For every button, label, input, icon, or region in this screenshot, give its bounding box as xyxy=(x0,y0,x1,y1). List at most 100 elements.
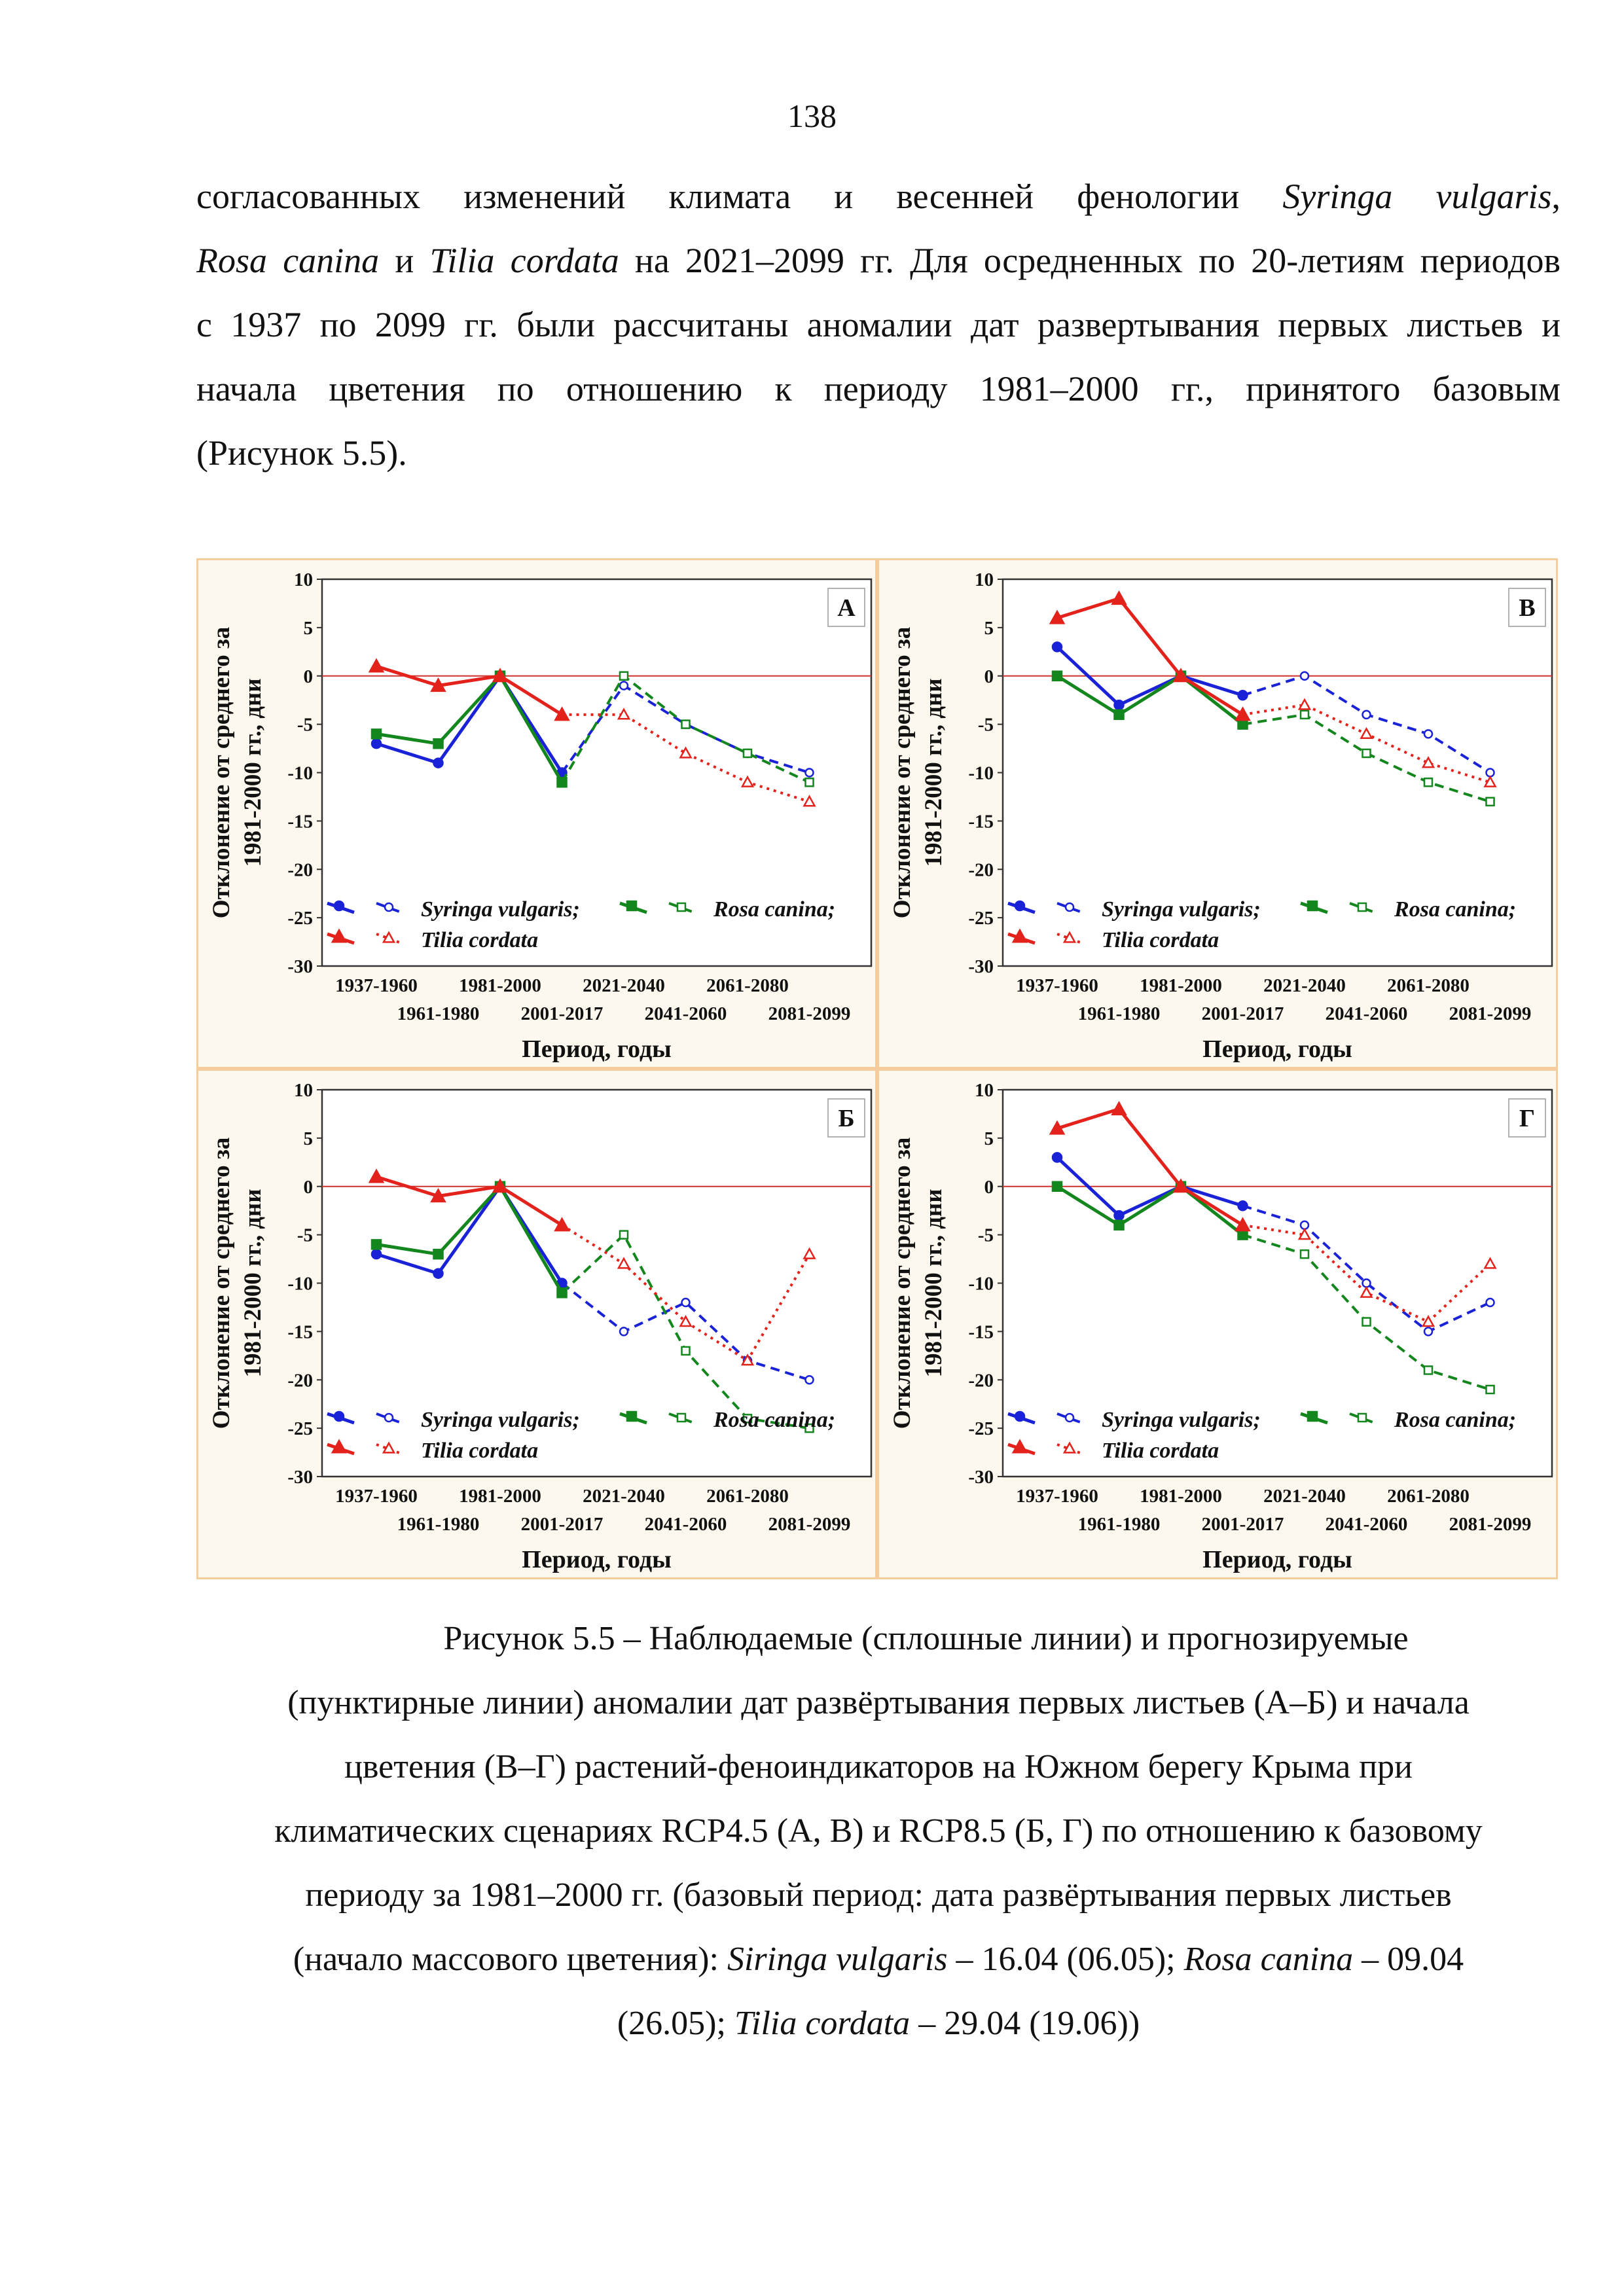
y-tick-label: -25 xyxy=(287,908,313,929)
text-run: с 1937 по 2099 гг. были рассчитаны анома… xyxy=(196,305,1561,344)
y-tick-label: -25 xyxy=(968,908,994,929)
y-axis-label: Отклонение от среднего за xyxy=(889,627,916,918)
plot-area xyxy=(321,1088,873,1478)
marker xyxy=(1360,1285,1373,1298)
panel-label: Г xyxy=(1519,1105,1535,1132)
legend-label: Syringa vulgaris; xyxy=(421,897,580,922)
x-tick-label: 1961-1980 xyxy=(1078,1003,1161,1024)
y-tick-label: -5 xyxy=(978,1225,994,1246)
x-axis-label: Период, годы xyxy=(522,1546,672,1573)
y-tick-label: -25 xyxy=(968,1418,994,1439)
legend-dashed xyxy=(376,1443,402,1455)
x-tick-label: 2061-2080 xyxy=(1387,1486,1470,1507)
panel-label: В xyxy=(1519,594,1535,622)
observed-line xyxy=(376,1183,564,1294)
y-tick-label: 10 xyxy=(975,569,994,590)
x-tick-label: 1937-1960 xyxy=(335,975,418,996)
y-tick-label: -15 xyxy=(968,1321,994,1342)
marker xyxy=(1423,778,1434,787)
legend-label: Syringa vulgaris; xyxy=(421,1408,580,1432)
y-tick-label: 0 xyxy=(304,1177,314,1198)
italic-text: Rosa canina xyxy=(196,241,380,280)
y-tick-label: -5 xyxy=(978,715,994,736)
legend-dashed xyxy=(1056,1443,1083,1455)
chart-panel: -30 -25 -20 -15 -10 -5 0 5 10 1937-1960 1961-1980 1… xyxy=(196,558,877,1069)
y-tick-label: 5 xyxy=(304,1128,314,1149)
y-axis-label: Отклонение от среднего за xyxy=(889,1138,916,1429)
observed-line xyxy=(376,664,563,716)
text-run: начала цветения по отношению к периоду 1… xyxy=(196,369,1561,408)
projected-line xyxy=(561,1282,810,1382)
y-tick-label: -10 xyxy=(968,763,994,784)
marker xyxy=(430,677,446,692)
marker xyxy=(1049,609,1066,624)
y-axis-label: 1981-2000 гг., дни xyxy=(240,1189,266,1377)
y-tick-label: -15 xyxy=(968,811,994,832)
italic-text: Tilia cordata xyxy=(734,2005,911,2042)
observed-line xyxy=(1056,1156,1244,1218)
marker xyxy=(1362,1278,1371,1288)
marker xyxy=(804,1423,814,1433)
marker xyxy=(430,1187,446,1203)
marker xyxy=(1113,699,1125,711)
marker xyxy=(740,1354,755,1366)
y-tick-label: -30 xyxy=(968,1467,994,1488)
marker xyxy=(1113,709,1125,721)
projected-line xyxy=(562,713,810,803)
marker xyxy=(626,900,638,912)
marker xyxy=(804,778,814,787)
marker xyxy=(1357,902,1367,912)
observed-line xyxy=(376,1183,564,1284)
marker xyxy=(1237,1200,1248,1211)
text-run: климатических сценариях RCP4.5 (А, В) и … xyxy=(274,1812,1483,1850)
marker xyxy=(382,931,396,943)
y-axis-label: 1981-2000 гг., дни xyxy=(920,678,947,867)
marker xyxy=(1113,1210,1125,1221)
x-axis-label: Период, годы xyxy=(1202,1546,1352,1573)
marker xyxy=(556,777,568,788)
x-tick-label: 2081-2099 xyxy=(768,1003,851,1024)
marker xyxy=(1307,900,1318,912)
marker xyxy=(370,728,382,740)
y-tick-label: -30 xyxy=(287,1467,313,1488)
marker xyxy=(370,738,382,749)
text-line: (пунктирные линии) аномалии дат развёрты… xyxy=(196,1671,1561,1735)
italic-text: Rosa canina xyxy=(1183,1941,1354,1978)
legend-dashed xyxy=(1056,902,1083,914)
marker xyxy=(1297,698,1312,710)
y-axis-label: Отклонение от среднего за xyxy=(208,1138,235,1429)
text-run: – 16.04 (06.05); xyxy=(947,1941,1184,1978)
marker xyxy=(1485,768,1495,778)
y-tick-label: 10 xyxy=(975,1080,994,1101)
y-tick-label: -20 xyxy=(968,859,994,880)
legend-label: Tilia cordata xyxy=(1102,928,1219,952)
y-tick-label: -20 xyxy=(287,859,313,880)
x-tick-label: 2041-2060 xyxy=(645,1514,727,1535)
x-tick-label: 2001-2017 xyxy=(1202,1003,1284,1024)
marker xyxy=(382,1441,396,1454)
marker xyxy=(1062,931,1077,943)
marker xyxy=(1049,1120,1066,1135)
marker xyxy=(679,1315,693,1327)
x-axis-label: Период, годы xyxy=(1202,1035,1352,1063)
marker xyxy=(1111,590,1127,605)
marker xyxy=(1113,1219,1125,1231)
text-run: Рисунок 5.5 – Наблюдаемые (сплошные лини… xyxy=(443,1620,1409,1657)
x-tick-label: 2081-2099 xyxy=(1449,1514,1532,1535)
marker xyxy=(1062,1441,1077,1454)
x-tick-label: 1961-1980 xyxy=(397,1003,480,1024)
marker xyxy=(433,757,444,768)
x-tick-label: 1981-2000 xyxy=(459,975,541,996)
marker xyxy=(1362,1317,1371,1327)
marker xyxy=(1423,1327,1434,1336)
text-run: цветения (В–Г) растений-феноиндикаторов … xyxy=(344,1748,1413,1785)
legend-label: Tilia cordata xyxy=(421,1439,538,1463)
x-tick-label: 2021-2040 xyxy=(583,975,665,996)
x-tick-label: 2061-2080 xyxy=(1387,975,1470,996)
y-axis-label: 1981-2000 гг., дни xyxy=(920,1189,947,1377)
legend-label: Syringa vulgaris; xyxy=(1102,897,1261,922)
text-run: и xyxy=(379,241,430,280)
marker xyxy=(1423,729,1434,739)
marker xyxy=(1051,1181,1063,1192)
y-tick-label: 5 xyxy=(304,618,314,639)
